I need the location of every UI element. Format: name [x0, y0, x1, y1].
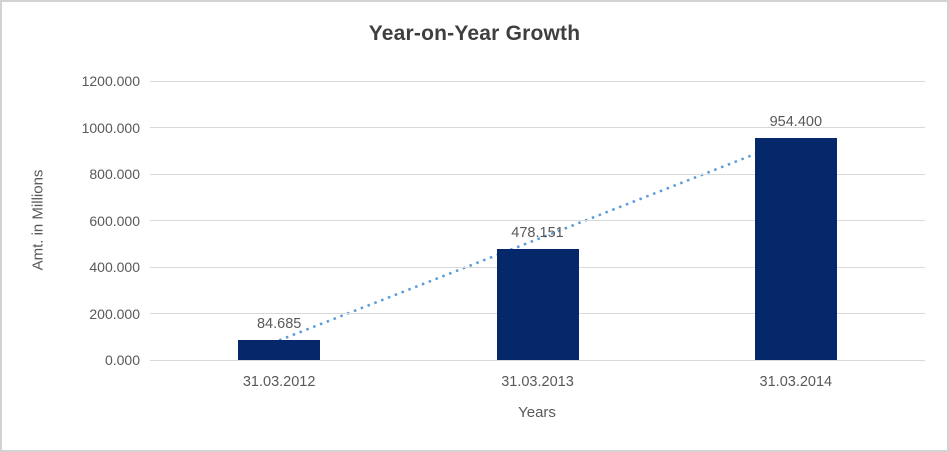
y-axis-tick-label: 1000.000: [81, 119, 140, 136]
y-axis-tick-label: 800.000: [89, 166, 140, 182]
y-axis-tick-label: 0.000: [104, 352, 140, 368]
chart-title: Year-on-Year Growth: [368, 22, 581, 45]
bar-31.03.2014: [754, 138, 837, 360]
data-label: 84.685: [256, 316, 302, 333]
x-axis-tick-label: 31.03.2012: [242, 374, 316, 390]
x-axis-tick-label: 31.03.2014: [759, 374, 833, 390]
y-axis-tick-label: 400.000: [89, 259, 140, 275]
gridline: [150, 173, 925, 175]
x-axis-tick-label: 31.03.2013: [501, 374, 574, 390]
x-axis-title: Years: [518, 404, 556, 421]
data-label: 478.151: [511, 224, 564, 241]
gridline: [150, 359, 925, 361]
gridline: [150, 220, 925, 221]
bar-31.03.2013: [496, 248, 579, 360]
gridline: [150, 127, 925, 128]
y-axis-tick-label: 200.000: [89, 305, 140, 322]
gridline: [150, 80, 925, 82]
data-label: 954.400: [769, 114, 823, 131]
bar-31.03.2012: [238, 340, 321, 360]
y-axis-tick-label: 1200.000: [81, 73, 140, 89]
y-axis-tick-label: 600.000: [89, 212, 140, 229]
